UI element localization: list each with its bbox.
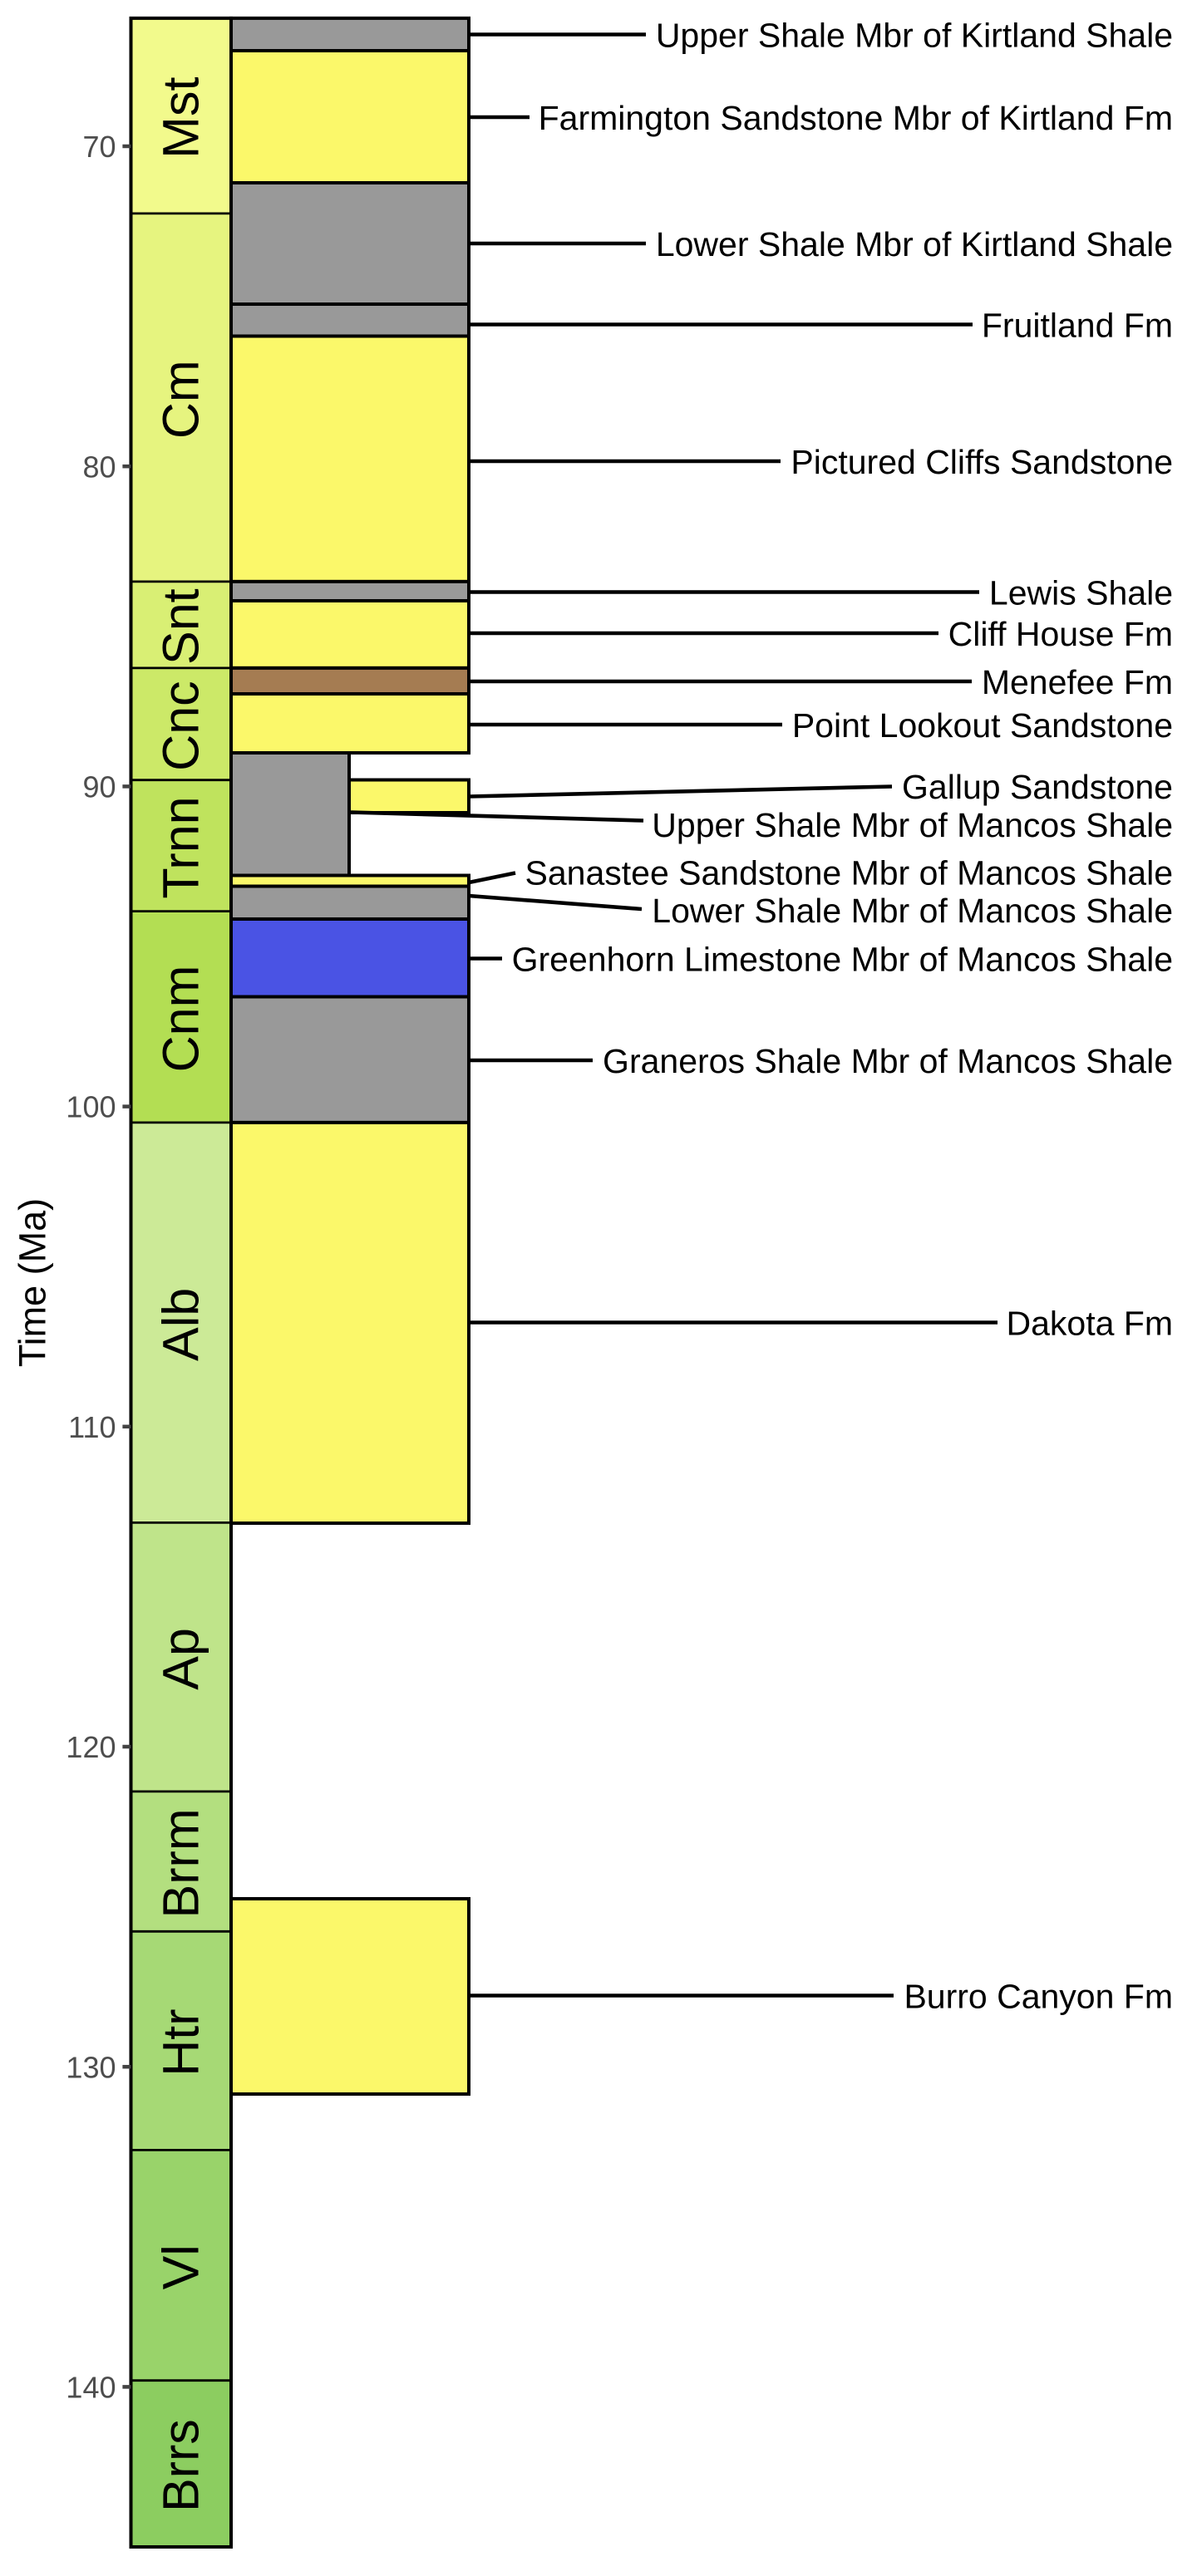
svg-text:Fruitland Fm: Fruitland Fm	[982, 306, 1173, 344]
svg-text:90: 90	[82, 770, 116, 804]
svg-text:Cliff House Fm: Cliff House Fm	[948, 615, 1173, 653]
svg-text:Ap: Ap	[153, 1628, 209, 1690]
svg-text:Time (Ma): Time (Ma)	[12, 1198, 54, 1367]
svg-text:Snt: Snt	[153, 588, 209, 665]
svg-text:Cnc: Cnc	[153, 681, 209, 770]
svg-text:Lewis Shale: Lewis Shale	[989, 573, 1173, 612]
svg-text:Upper Shale Mbr of Mancos Shal: Upper Shale Mbr of Mancos Shale	[652, 806, 1173, 844]
svg-text:Burro Canyon Fm: Burro Canyon Fm	[904, 1977, 1173, 2015]
svg-text:Mst: Mst	[153, 77, 209, 159]
svg-text:110: 110	[68, 1410, 116, 1444]
svg-text:Lower Shale Mbr of Kirtland Sh: Lower Shale Mbr of Kirtland Shale	[656, 225, 1173, 263]
svg-text:120: 120	[66, 1730, 116, 1764]
svg-text:Alb: Alb	[153, 1288, 209, 1361]
svg-text:Pictured Cliffs Sandstone: Pictured Cliffs Sandstone	[791, 443, 1173, 481]
svg-text:Point Lookout Sandstone: Point Lookout Sandstone	[792, 706, 1173, 745]
svg-text:Greenhorn Limestone Mbr of Man: Greenhorn Limestone Mbr of Mancos Shale	[512, 940, 1173, 978]
svg-text:Htr: Htr	[153, 2008, 209, 2076]
svg-text:Vl: Vl	[153, 2244, 209, 2289]
svg-text:Sanastee Sandstone Mbr of Manc: Sanastee Sandstone Mbr of Mancos Shale	[525, 853, 1173, 892]
svg-text:Graneros Shale Mbr of Mancos S: Graneros Shale Mbr of Mancos Shale	[603, 1042, 1173, 1080]
svg-text:130: 130	[66, 2050, 116, 2084]
svg-text:100: 100	[66, 1090, 116, 1124]
svg-text:Menefee Fm: Menefee Fm	[982, 663, 1173, 701]
svg-text:Trnn: Trnn	[153, 796, 209, 898]
svg-text:Brrm: Brrm	[153, 1808, 209, 1918]
svg-text:70: 70	[82, 130, 116, 164]
svg-text:Farmington Sandstone Mbr of Ki: Farmington Sandstone Mbr of Kirtland Fm	[539, 99, 1173, 137]
svg-text:Cm: Cm	[153, 360, 209, 439]
svg-text:Brrs: Brrs	[153, 2419, 209, 2512]
svg-text:Upper Shale Mbr of Kirtland Sh: Upper Shale Mbr of Kirtland Shale	[656, 16, 1173, 54]
svg-text:Cnm: Cnm	[153, 966, 209, 1073]
svg-text:Lower Shale Mbr of Mancos Shal: Lower Shale Mbr of Mancos Shale	[652, 892, 1173, 930]
svg-text:Dakota Fm: Dakota Fm	[1007, 1304, 1174, 1342]
svg-text:80: 80	[82, 450, 116, 484]
svg-text:Gallup Sandstone: Gallup Sandstone	[902, 768, 1173, 806]
svg-text:140: 140	[66, 2371, 116, 2405]
